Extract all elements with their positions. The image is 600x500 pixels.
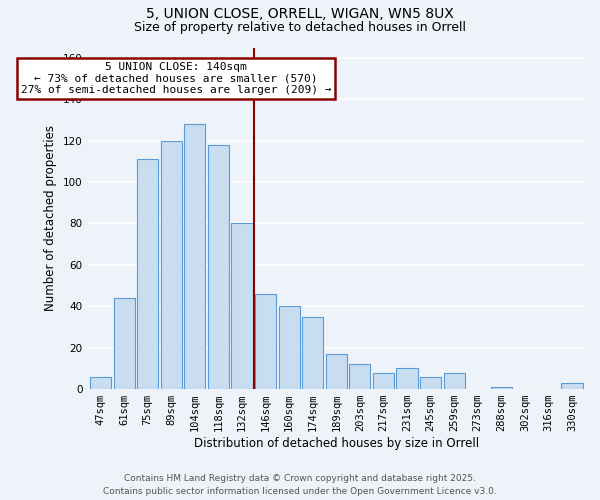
Bar	[90, 376, 111, 389]
Bar	[326, 354, 347, 389]
Bar	[397, 368, 418, 389]
Text: Contains HM Land Registry data © Crown copyright and database right 2025.
Contai: Contains HM Land Registry data © Crown c…	[103, 474, 497, 496]
X-axis label: Distribution of detached houses by size in Orrell: Distribution of detached houses by size …	[194, 437, 479, 450]
Bar	[373, 372, 394, 389]
Text: 5, UNION CLOSE, ORRELL, WIGAN, WN5 8UX: 5, UNION CLOSE, ORRELL, WIGAN, WN5 8UX	[146, 8, 454, 22]
Bar	[232, 224, 253, 389]
Bar	[491, 387, 512, 389]
Bar	[443, 372, 465, 389]
Bar	[349, 364, 370, 389]
Bar	[562, 383, 583, 389]
Bar	[255, 294, 276, 389]
Bar	[278, 306, 300, 389]
Bar	[161, 140, 182, 389]
Bar	[184, 124, 205, 389]
Bar	[113, 298, 135, 389]
Bar	[302, 316, 323, 389]
Bar	[420, 376, 441, 389]
Text: Size of property relative to detached houses in Orrell: Size of property relative to detached ho…	[134, 21, 466, 34]
Bar	[137, 160, 158, 389]
Text: 5 UNION CLOSE: 140sqm
← 73% of detached houses are smaller (570)
27% of semi-det: 5 UNION CLOSE: 140sqm ← 73% of detached …	[21, 62, 331, 95]
Y-axis label: Number of detached properties: Number of detached properties	[44, 126, 58, 312]
Bar	[208, 145, 229, 389]
